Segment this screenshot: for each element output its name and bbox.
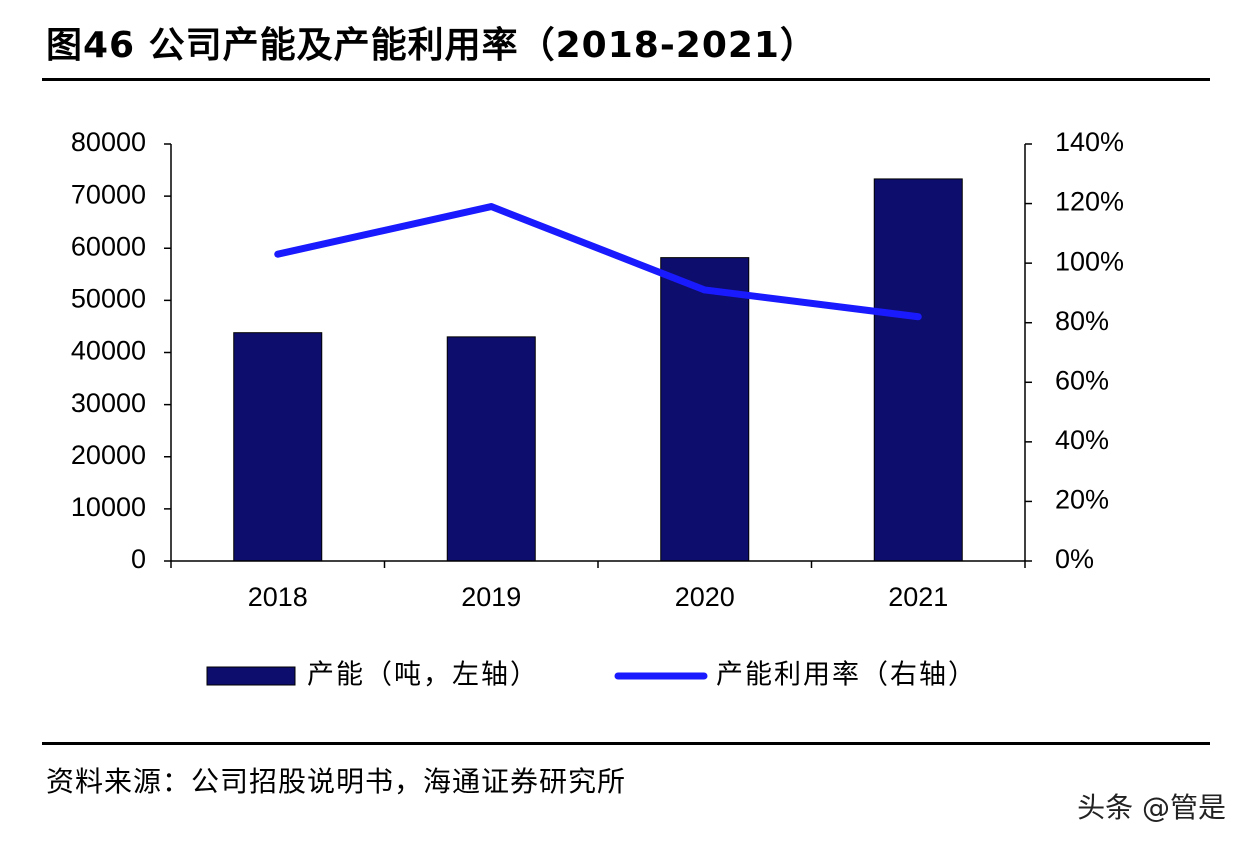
- bar-2019: [446, 336, 536, 562]
- legend-bar-label: 产能（吨，左轴）: [307, 660, 539, 691]
- y-left-tick-label: 10000: [71, 492, 146, 522]
- y-right-tick-label: 140%: [1055, 127, 1124, 157]
- y-right-tick-label: 120%: [1055, 187, 1124, 217]
- x-tick-label: 2019: [461, 582, 521, 612]
- watermark: 头条 @管是: [1077, 791, 1226, 824]
- bar-2020: [660, 257, 750, 562]
- y-right-tick-label: 80%: [1055, 306, 1109, 336]
- chart: 0 10000 20000 30000 40000 50000 60000 70000 8000…: [71, 127, 1124, 691]
- y-left-tick-label: 60000: [71, 231, 146, 261]
- y-right-tick-label: 100%: [1055, 246, 1124, 276]
- y-left-tick-label: 50000: [71, 284, 146, 314]
- y-left-tick-label: 40000: [71, 336, 146, 366]
- legend-bar-swatch: [206, 666, 296, 686]
- legend-line-label: 产能利用率（右轴）: [716, 660, 977, 691]
- y-left-tick-label: 20000: [71, 440, 146, 470]
- y-right-tick-label: 40%: [1055, 425, 1109, 455]
- x-tick-label: 2018: [248, 582, 308, 612]
- title-divider: [42, 78, 1210, 81]
- bar-2018: [233, 332, 323, 562]
- y-left-tick-label: 80000: [71, 127, 146, 157]
- x-tick-label: 2020: [675, 582, 735, 612]
- y-left-tick-label: 30000: [71, 388, 146, 418]
- chart-title: 图46 公司产能及产能利用率（2018-2021）: [46, 25, 817, 66]
- source-note: 资料来源：公司招股说明书，海通证券研究所: [46, 765, 627, 798]
- y-left-tick-label: 70000: [71, 179, 146, 209]
- y-right-tick-label: 20%: [1055, 485, 1109, 515]
- source-divider: [42, 742, 1210, 745]
- x-tick-label: 2021: [888, 582, 948, 612]
- line-utilization: [274, 203, 922, 321]
- bar-2021: [873, 178, 963, 562]
- y-right-tick-label: 60%: [1055, 365, 1109, 395]
- y-left-tick-label: 0: [131, 544, 146, 574]
- y-right-tick-label: 0%: [1055, 544, 1094, 574]
